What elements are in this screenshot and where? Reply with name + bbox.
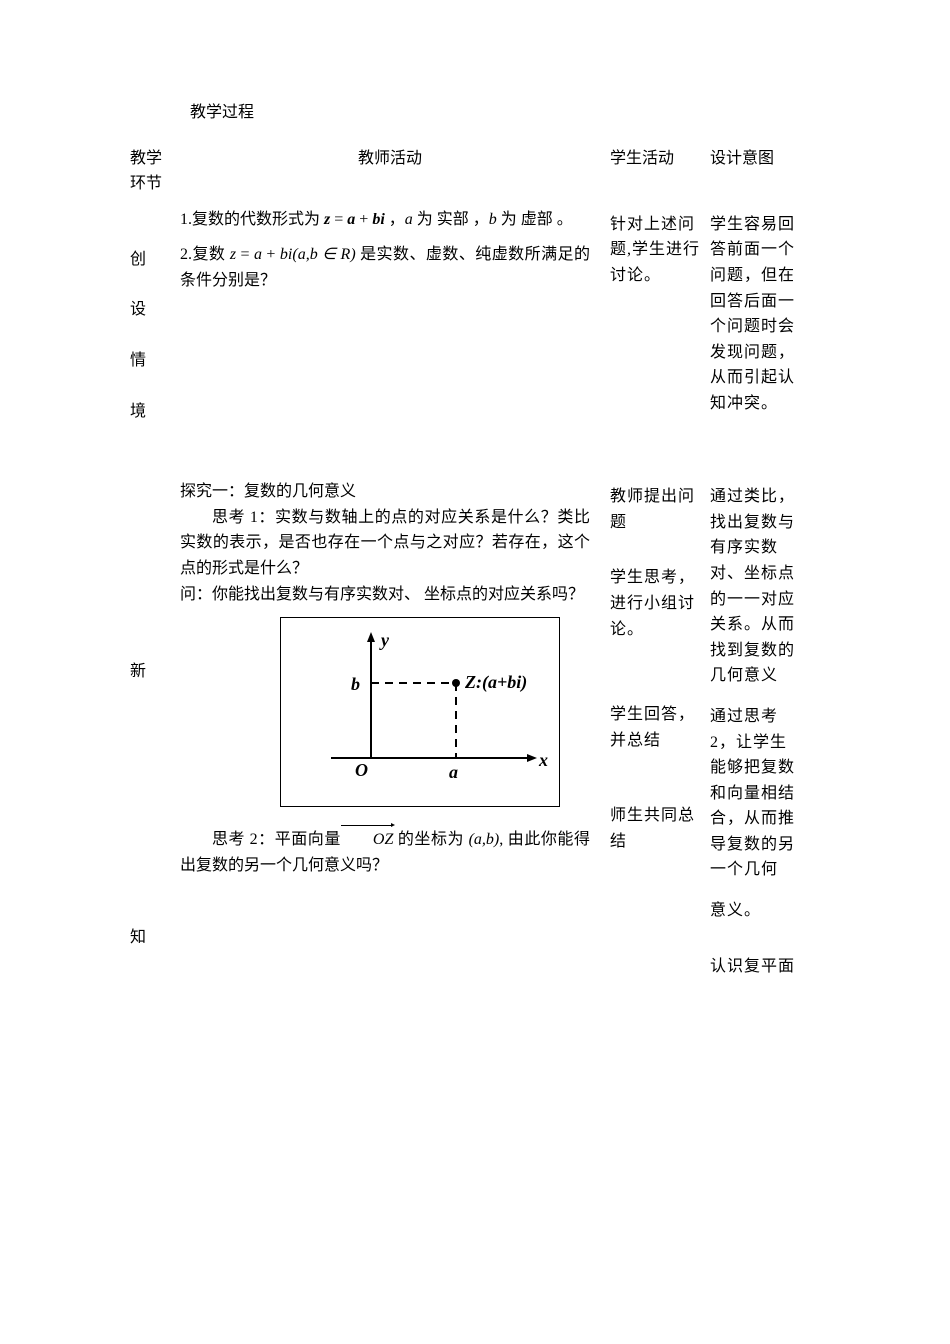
math-a: a [254, 246, 262, 263]
stage-char: 知 [130, 925, 180, 951]
stage-cell-1: 创 设 情 境 [130, 207, 180, 449]
math-b: b [489, 211, 497, 228]
student-block: 教师提出问题 [610, 484, 700, 535]
teacher-cell-1: 1.复数的代数形式为 z = a + bi ，a 为 实部 ，b 为 虚部 。 … [180, 207, 600, 294]
header-teacher: 教师活动 [180, 146, 600, 197]
teacher-cell-2: 探究一：复数的几何意义 思考 1：实数与数轴上的点的对应关系是什么？类比实数的表… [180, 479, 600, 878]
text: 的坐标为 [393, 831, 468, 848]
text: 为 虚部 。 [497, 211, 573, 228]
intent-block: 意义。 [710, 898, 800, 924]
x-axis-label: x [538, 750, 548, 770]
text: 平面向量 [275, 831, 341, 848]
origin-label: O [355, 760, 368, 780]
think-label: 思考 1： [212, 509, 275, 526]
text: + [262, 246, 280, 263]
header-row: 教学 环节 教师活动 学生活动 设计意图 [130, 146, 820, 197]
stage-char: 情 [130, 348, 180, 374]
z-point-label: Z:(a+bi) [464, 672, 527, 693]
stage-char: 创 [130, 247, 180, 273]
math-paren: (a,b ∈ R) [292, 246, 355, 263]
coord: (a,b) [469, 831, 500, 848]
text: 为 实部 ， [413, 211, 489, 228]
think-2: 思考 2：平面向量OZ 的坐标为 (a,b), 由此你能得出复数的另一个几何意义… [180, 827, 590, 878]
intent-block: 通过类比，找出复数与有序实数对、坐标点的一一对应关系。从而找到复数的几何意义 [710, 484, 800, 689]
header-student: 学生活动 [600, 146, 700, 197]
intent-cell-1: 学生容易回答前面一个问题，但在回答后面一个问题时会发现问题，从而引起认知冲突。 [700, 207, 800, 417]
section-1: 创 设 情 境 1.复数的代数形式为 z = a + bi ，a 为 实部 ，b… [130, 207, 820, 449]
student-block: 师生共同总结 [610, 803, 700, 854]
vector-oz: OZ [341, 827, 393, 853]
stage-char: 新 [130, 659, 180, 685]
diagram-svg: y x b a O Z:(a+bi) [281, 618, 559, 806]
explore-title: 探究一：复数的几何意义 [180, 479, 590, 505]
teacher-line-2: 2.复数 z = a + bi(a,b ∈ R) 是实数、虚数、纯虚数所满足的条… [180, 242, 590, 293]
student-block: 学生回答，并总结 [610, 702, 700, 753]
coordinate-diagram: y x b a O Z:(a+bi) [280, 617, 560, 807]
student-cell-2: 教师提出问题 学生思考，进行小组讨论。 学生回答，并总结 师生共同总结 [600, 479, 700, 884]
page-title: 教学过程 [190, 100, 820, 126]
intent-cell-2: 通过类比，找出复数与有序实数对、坐标点的一一对应关系。从而找到复数的几何意义 通… [700, 479, 800, 994]
student-cell-1: 针对上述问题,学生进行讨论。 [600, 207, 700, 289]
intent-block: 认识复平面 [710, 954, 800, 980]
math-a2: a [405, 211, 413, 228]
stage-char: 境 [130, 399, 180, 425]
think-1: 思考 1：实数与数轴上的点的对应关系是什么？类比实数的表示，是否也存在一个点与之… [180, 505, 590, 582]
question: 问：你能找出复数与有序实数对、 坐标点的对应关系吗？ [180, 582, 590, 608]
intent-block: 通过思考2，让学生能够把复数和向量相结合，从而推导复数的另一个几何 [710, 704, 800, 883]
stage-char: 设 [130, 297, 180, 323]
header-stage: 教学 环节 [130, 146, 180, 197]
text: = [330, 211, 347, 228]
text: 2.复数 [180, 246, 230, 263]
text: = [236, 246, 254, 263]
text: + [355, 211, 372, 228]
stage-cell-2: 新 知 [130, 479, 180, 975]
math-bi: bi [372, 211, 384, 228]
y-axis-label: y [379, 630, 390, 650]
b-label: b [351, 674, 360, 694]
section-2: 新 知 探究一：复数的几何意义 思考 1：实数与数轴上的点的对应关系是什么？类比… [130, 479, 820, 994]
a-label: a [449, 762, 458, 782]
text: ， [385, 211, 405, 228]
math-bi: bi [280, 246, 292, 263]
text: 1.复数的代数形式为 [180, 211, 324, 228]
header-intent: 设计意图 [700, 146, 800, 197]
teacher-line-1: 1.复数的代数形式为 z = a + bi ，a 为 实部 ，b 为 虚部 。 [180, 207, 590, 233]
think-label: 思考 2： [212, 831, 275, 848]
student-block: 学生思考，进行小组讨论。 [610, 565, 700, 642]
